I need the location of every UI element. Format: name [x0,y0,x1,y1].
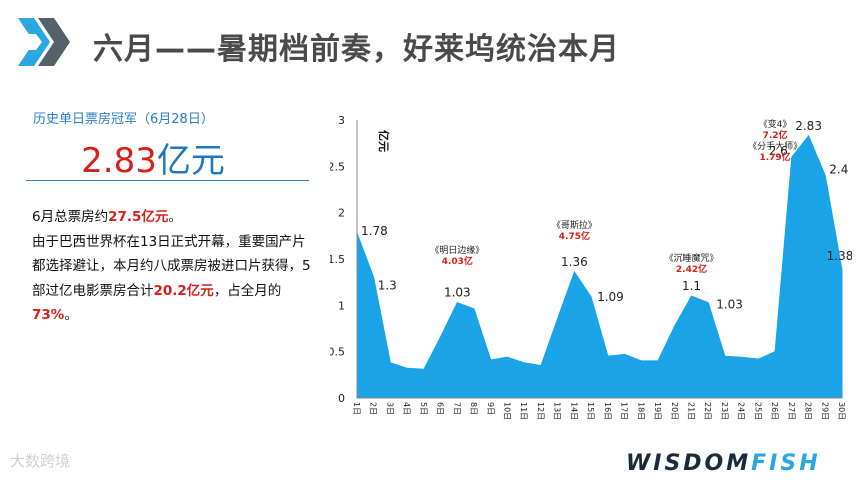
x-tick-label: 12日 [536,402,545,420]
data-label: 2.83 [795,119,822,133]
x-tick-label: 16日 [603,402,612,420]
x-tick-label: 2日 [369,402,378,415]
annotation-text: 《变4》 [759,118,792,130]
y-tick-label: 0.5 [330,346,345,359]
description-line-1: 6月总票房约27.5亿元。 [32,205,312,230]
divider [26,180,309,181]
x-tick-label: 25日 [753,402,762,420]
data-label: 1.1 [682,279,701,293]
desc-text: 。 [168,209,182,225]
description-line-2: 由于巴西世界杯在13日正式开幕，重要国产片都选择避让，本月约八成票房被进口片获得… [32,230,312,328]
x-tick-label: 3日 [385,402,394,415]
x-tick-label: 30日 [837,402,846,420]
y-tick-label: 2.5 [330,160,345,173]
brand-text-accent: FISH [751,451,821,476]
desc-text: 由于巴西世界杯在13日正式开幕，重要国产片都选择避让，本月约八成票房被进口片获得… [32,233,311,299]
data-label: 1.03 [444,286,471,300]
data-label: 1.36 [561,255,588,269]
annotation-text: 《哥斯拉》 [552,219,597,231]
description: 6月总票房约27.5亿元。 由于巴西世界杯在13日正式开幕，重要国产片都选择避让… [32,205,312,328]
y-tick-label: 2 [338,207,345,220]
annotation-text: 1.79亿 [759,151,790,163]
x-tick-label: 9日 [486,402,495,415]
x-tick-label: 4日 [402,402,411,415]
data-label: 2.6 [769,144,788,158]
record-unit: 亿元 [156,141,225,181]
x-tick-label: 23日 [720,402,729,420]
x-tick-label: 11日 [519,402,528,420]
x-tick-label: 24日 [737,402,746,420]
y-tick-label: 0 [338,392,345,405]
annotation-text: 《分手大师》 [748,140,802,152]
x-tick-label: 7日 [452,402,461,415]
record-label: 历史单日票房冠军（6月28日） [33,112,214,127]
x-tick-label: 6日 [436,402,445,415]
annotation-text: 《沉睡魔咒》 [664,252,718,264]
annotation-text: 4.75亿 [559,230,590,242]
x-tick-label: 21日 [687,402,696,420]
annotation-text: 《明日边缘》 [430,244,484,256]
y-tick-label: 3 [338,114,345,127]
data-label: 1.38 [827,249,852,263]
x-tick-label: 14日 [569,402,578,420]
y-axis-label: 亿元 [377,130,391,152]
record-number: 2.83 [81,141,157,181]
x-tick-label: 22日 [703,402,712,420]
desc-highlight: 73% [32,307,65,323]
y-tick-label: 1.5 [330,253,345,266]
x-tick-label: 10日 [503,402,512,420]
x-tick-label: 13日 [553,402,562,420]
data-label: 1.78 [361,224,388,238]
desc-highlight: 20.2亿元 [153,282,214,299]
annotation-text: 2.42亿 [676,263,707,275]
x-tick-label: 29日 [820,402,829,420]
x-tick-label: 8日 [469,402,478,415]
annotation-text: 4.03亿 [442,255,473,267]
box-office-chart: 0 0.5 1 1.5 2 2.5 3 亿元 1日 2日 3日 4日 5日 6日 7日 8日 9日 10日 11日 1… [330,114,852,420]
brand-text: WISDOM [626,451,752,476]
y-tick-label: 1 [338,299,345,312]
page-title: 六月——暑期档前奏，好莱坞统治本月 [93,32,620,67]
x-tick-label: 1日 [352,402,361,415]
data-label: 1.3 [378,279,397,293]
x-tick-label: 19日 [653,402,662,420]
data-label: 1.03 [716,298,743,312]
x-tick-label: 20日 [670,402,679,420]
desc-text: 6月总票房约 [32,209,109,225]
brand-logo: WISDOMFISH [626,451,821,476]
x-tick-label: 18日 [636,402,645,420]
area-series [356,134,843,399]
watermark: 大数跨境 [10,452,71,470]
x-tick-label: 28日 [804,402,813,420]
data-label: 1.09 [597,290,624,304]
x-tick-label: 27日 [787,402,796,420]
data-label: 2.4 [829,163,848,177]
logo-icon [18,18,70,66]
desc-text: 。 [64,307,78,323]
x-tick-label: 26日 [770,402,779,420]
desc-highlight: 27.5亿元 [108,209,169,225]
annotation-text: 7.2亿 [763,129,788,141]
x-tick-label: 17日 [620,402,629,420]
x-tick-label: 15日 [586,402,595,420]
record-value: 2.83亿元 [0,141,306,181]
x-tick-label: 5日 [419,402,428,415]
desc-text: ，占全月的 [213,282,282,299]
